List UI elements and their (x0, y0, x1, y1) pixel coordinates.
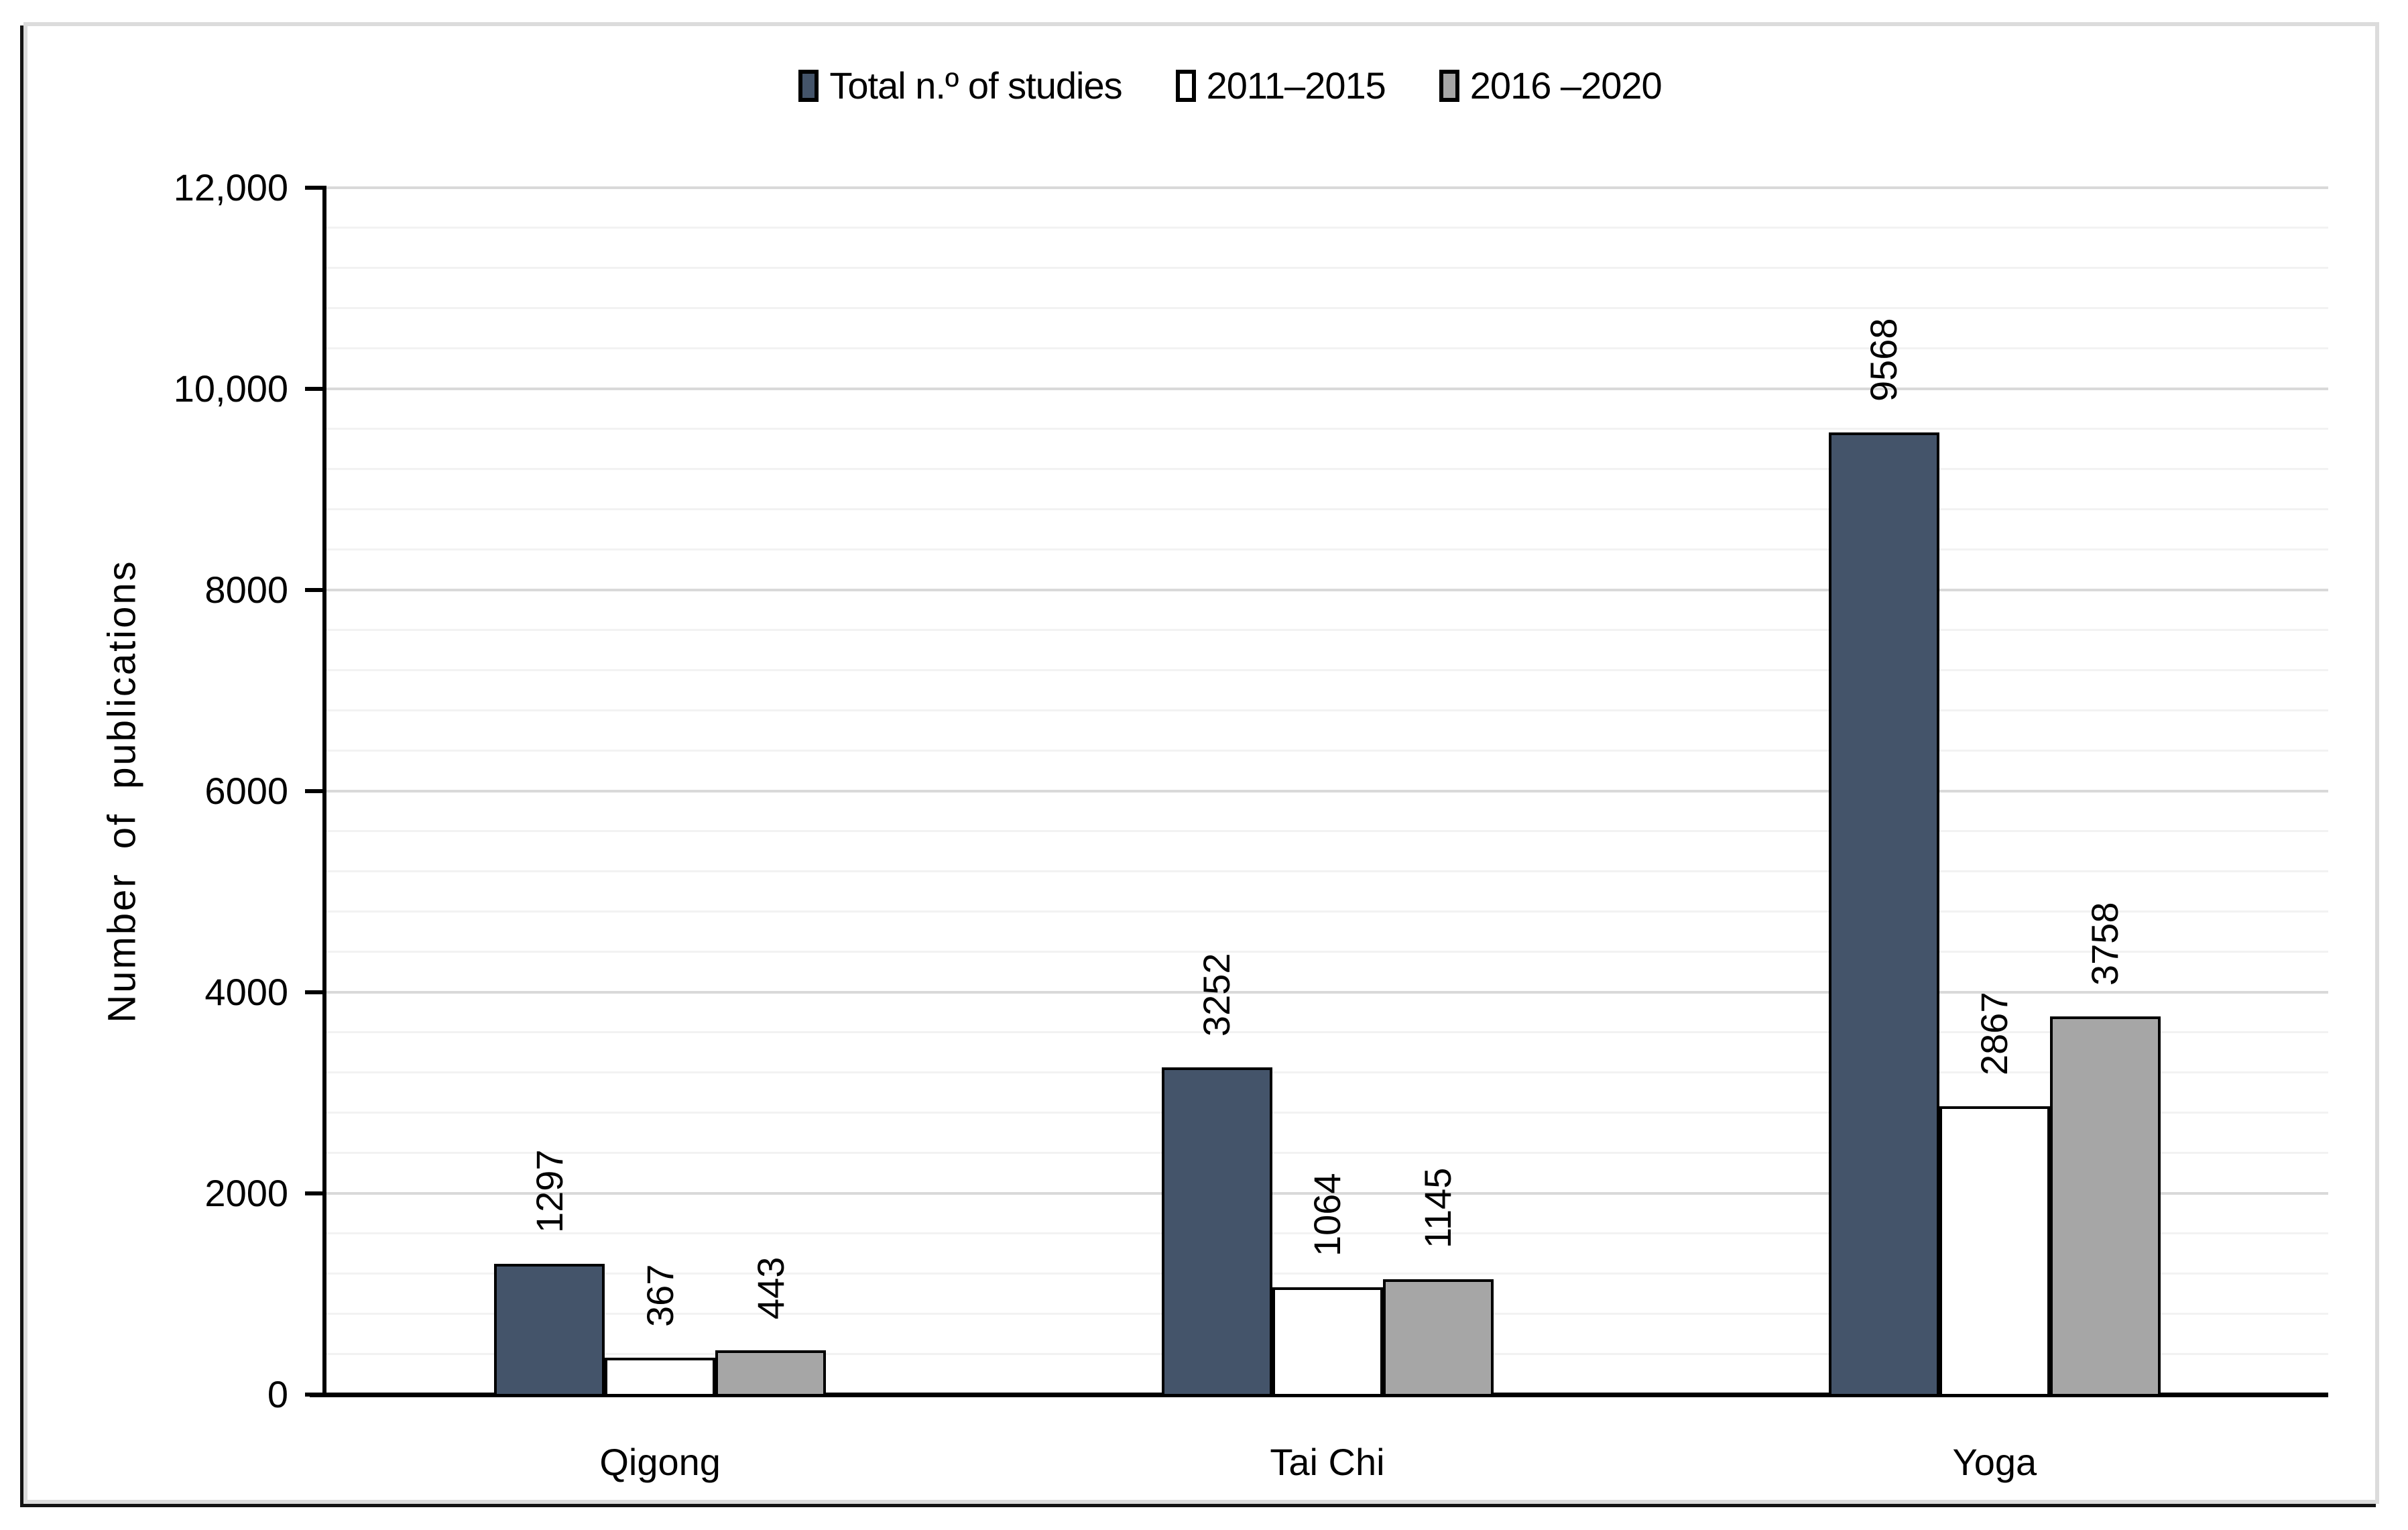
minor-gridline (326, 1031, 2328, 1033)
major-gridline (326, 1192, 2328, 1195)
y-axis-tick (305, 588, 322, 592)
x-category-label: Yoga (1952, 1441, 2037, 1483)
y-axis-tick-label: 4000 (204, 971, 288, 1013)
minor-gridline (326, 910, 2328, 913)
bar-data-label: 1297 (528, 1149, 570, 1233)
legend-swatch-2016-2020 (1439, 69, 1459, 102)
bar-tai-chi-series-0 (1161, 1067, 1272, 1397)
minor-gridline (326, 508, 2328, 510)
bar-data-label: 443 (749, 1256, 792, 1319)
chart-legend: Total n.º of studies 2011–2015 2016 –202… (0, 64, 2408, 107)
legend-label-2016-2020: 2016 –2020 (1469, 64, 1663, 107)
y-axis-tick-label: 10,000 (173, 367, 288, 410)
legend-label-2011-2015: 2011–2015 (1206, 64, 1386, 107)
y-axis-tick (305, 990, 322, 994)
minor-gridline (326, 227, 2328, 229)
y-axis-tick-label: 12,000 (173, 166, 288, 209)
legend-item-2016-2020: 2016 –2020 (1439, 64, 1663, 107)
minor-gridline (326, 468, 2328, 470)
y-axis-tick (305, 186, 322, 190)
minor-gridline (326, 951, 2328, 953)
bar-data-label: 1064 (1306, 1173, 1348, 1256)
bar-data-label: 367 (638, 1264, 681, 1327)
y-axis-tick-label: 8000 (204, 569, 288, 611)
minor-gridline (326, 1232, 2328, 1234)
major-gridline (326, 790, 2328, 792)
minor-gridline (326, 1152, 2328, 1154)
minor-gridline (326, 870, 2328, 872)
legend-swatch-2011-2015 (1175, 69, 1196, 102)
minor-gridline (326, 669, 2328, 671)
y-axis-tick (305, 1393, 322, 1397)
major-gridline (326, 589, 2328, 591)
bar-qigong-series-2 (715, 1350, 827, 1397)
bar-tai-chi-series-1 (1272, 1287, 1383, 1397)
bar-data-label: 2867 (1973, 992, 2016, 1075)
bar-qigong-series-0 (494, 1264, 605, 1397)
minor-gridline (326, 548, 2328, 550)
minor-gridline (326, 1273, 2328, 1275)
minor-gridline (326, 428, 2328, 430)
y-axis-tick (305, 387, 322, 391)
y-axis-tick-label: 6000 (204, 770, 288, 812)
minor-gridline (326, 830, 2328, 832)
minor-gridline (326, 750, 2328, 752)
bar-tai-chi-series-2 (1382, 1279, 1494, 1397)
minor-gridline (326, 1112, 2328, 1114)
major-gridline (326, 388, 2328, 390)
x-category-label: Tai Chi (1270, 1441, 1385, 1483)
bar-qigong-series-1 (605, 1358, 716, 1397)
minor-gridline (326, 347, 2328, 349)
minor-gridline (326, 307, 2328, 309)
minor-gridline (326, 709, 2328, 711)
minor-gridline (326, 1071, 2328, 1073)
major-gridline (326, 186, 2328, 189)
bar-yoga-series-0 (1828, 432, 1939, 1397)
bar-data-label: 3758 (2084, 902, 2126, 986)
y-axis-line (322, 186, 326, 1397)
legend-item-2011-2015: 2011–2015 (1175, 64, 1386, 107)
bar-yoga-series-1 (1939, 1106, 2050, 1397)
bar-yoga-series-2 (2049, 1016, 2161, 1397)
minor-gridline (326, 629, 2328, 631)
x-category-label: Qigong (599, 1441, 721, 1483)
legend-swatch-total (798, 69, 819, 102)
y-axis-tick (305, 1191, 322, 1195)
bar-data-label: 9568 (1862, 318, 1905, 402)
y-axis-tick-label: 2000 (204, 1172, 288, 1214)
legend-label-total: Total n.º of studies (829, 64, 1122, 107)
legend-item-total: Total n.º of studies (798, 64, 1123, 107)
bar-data-label: 1145 (1417, 1167, 1459, 1248)
minor-gridline (326, 267, 2328, 269)
y-axis-tick (305, 789, 322, 793)
major-gridline (326, 991, 2328, 994)
y-axis-tick-label: 0 (267, 1373, 288, 1415)
bar-data-label: 3252 (1195, 953, 1238, 1037)
